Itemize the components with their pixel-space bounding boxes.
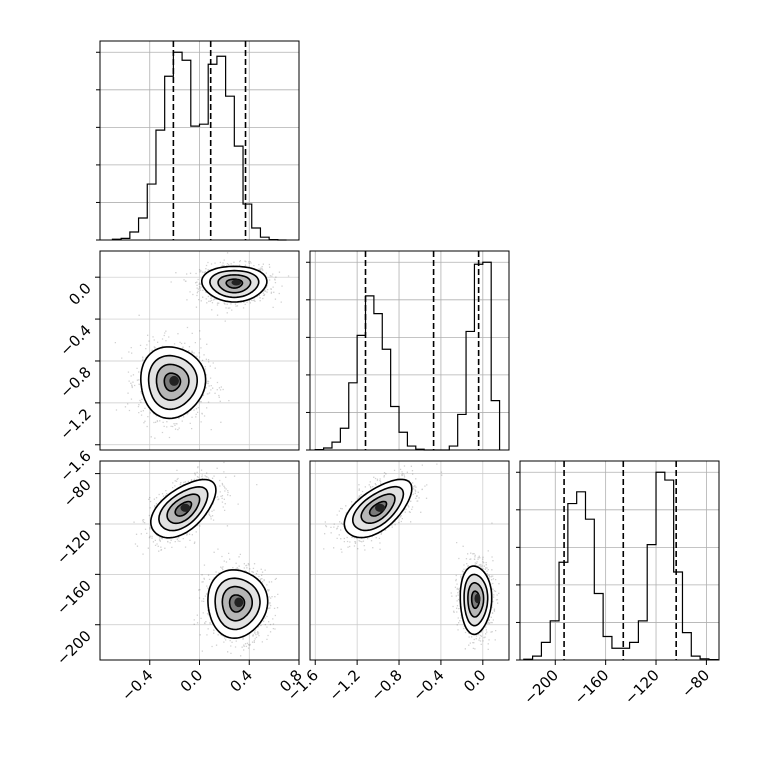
joint-frame	[99, 250, 300, 451]
histogram-frame	[99, 40, 300, 241]
joint-panel-0-2	[95, 460, 300, 665]
y-tick-label: 0.0	[65, 279, 95, 309]
y-tick-label: −120	[53, 526, 95, 568]
x-tick-label: 0.4	[226, 666, 256, 696]
joint-panel-1-2	[309, 460, 510, 665]
joint-content	[310, 461, 509, 660]
y-tick-label: −0.4	[56, 321, 94, 359]
density-peak	[231, 279, 242, 286]
histogram-step-line	[314, 261, 501, 451]
joint-content	[100, 461, 299, 660]
histogram-step-line	[111, 51, 287, 241]
density-peak	[180, 503, 191, 512]
x-tick-label: −0.4	[118, 666, 156, 704]
y-tick-label: −200	[53, 627, 95, 669]
x-tick-label: 0.0	[460, 666, 490, 696]
x-tick-label: −120	[621, 666, 663, 708]
histogram-frame	[519, 460, 720, 661]
y-tick-label: −160	[53, 576, 95, 618]
joint-content	[100, 251, 299, 450]
x-tick-label: −160	[571, 666, 613, 708]
x-tick-label: −0.8	[367, 666, 405, 704]
density-peak	[375, 503, 386, 512]
density-peak	[234, 597, 244, 608]
x-tick-label: −80	[678, 666, 713, 701]
x-tick-label: −0.4	[409, 666, 447, 704]
y-tick-label: −1.2	[56, 405, 94, 443]
y-tick-label: −0.8	[56, 363, 94, 401]
x-tick-label: 0.0	[177, 666, 207, 696]
x-tick-label: −200	[520, 666, 562, 708]
histogram-panel-1	[306, 250, 510, 451]
y-tick-label: −1.6	[56, 447, 94, 485]
density-peak	[169, 375, 179, 386]
density-peak	[474, 593, 481, 604]
x-tick-label: −1.2	[325, 666, 363, 704]
histogram-step-line	[523, 471, 719, 661]
histogram-panel-0	[96, 40, 300, 241]
joint-panel-0-1	[95, 250, 300, 451]
histogram-panel-2	[516, 460, 720, 665]
histogram-frame	[309, 250, 510, 451]
joint-frame	[309, 460, 510, 661]
